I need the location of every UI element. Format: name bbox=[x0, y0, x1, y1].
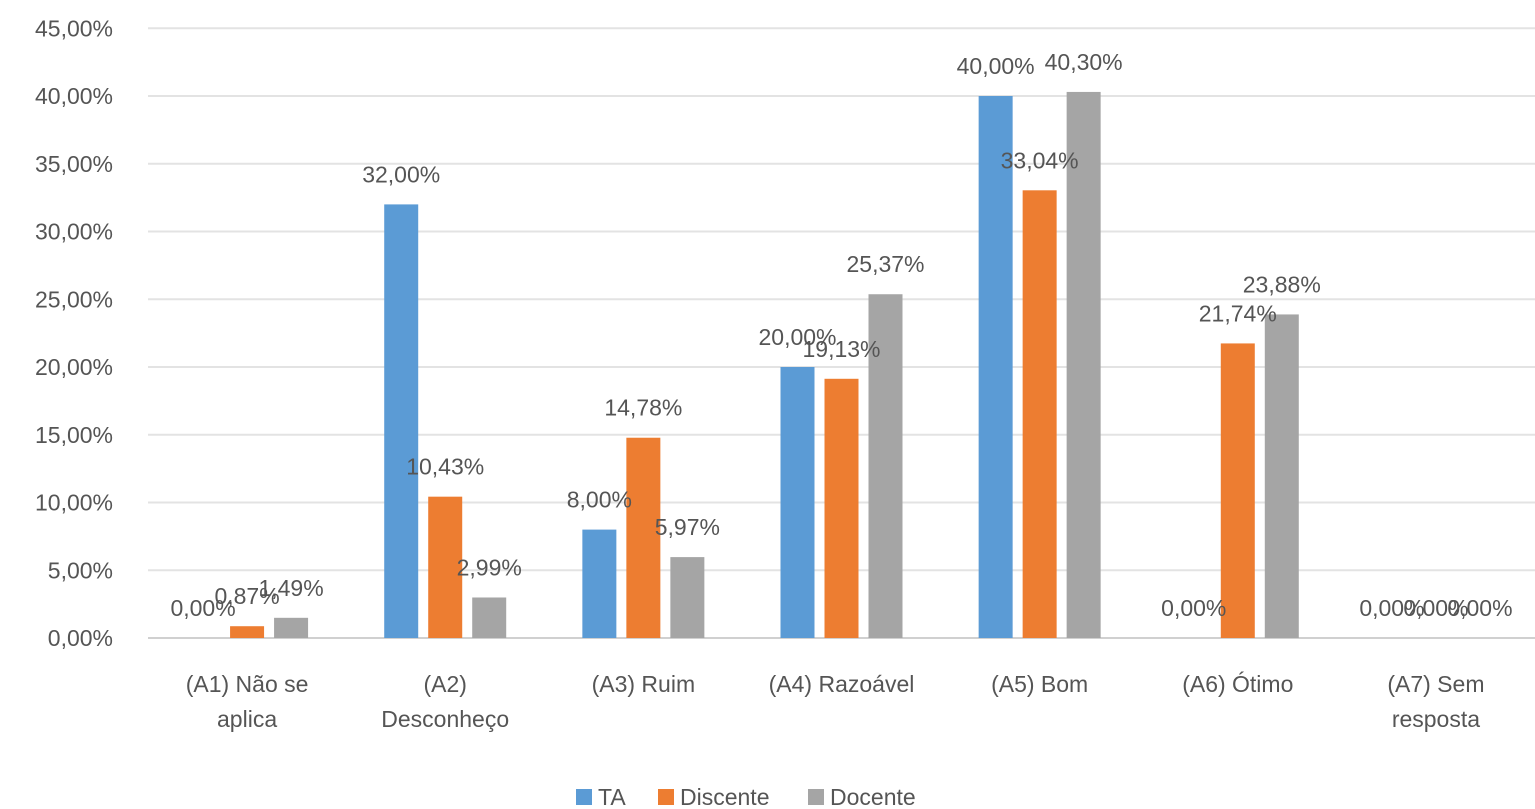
category-label: (A3) Ruim bbox=[592, 671, 696, 697]
data-labels: 0,00%0,87%1,49%32,00%10,43%2,99%8,00%14,… bbox=[170, 49, 1512, 621]
data-label-discente-3: 14,78% bbox=[604, 395, 682, 421]
bar-discente-2 bbox=[428, 496, 463, 638]
data-label-docente-5: 40,30% bbox=[1045, 49, 1123, 75]
bar-discente-3 bbox=[626, 437, 661, 638]
bar-discente-4 bbox=[824, 378, 859, 638]
y-tick-label: 25,00% bbox=[35, 286, 113, 312]
bar-docente-6 bbox=[1264, 314, 1299, 638]
bar-ta-3 bbox=[582, 529, 617, 638]
data-label-docente-3: 5,97% bbox=[655, 514, 720, 540]
y-tick-label: 35,00% bbox=[35, 151, 113, 177]
legend-swatch-docente bbox=[808, 789, 824, 805]
data-label-discente-6: 21,74% bbox=[1199, 300, 1277, 326]
data-label-docente-6: 23,88% bbox=[1243, 271, 1321, 297]
data-label-discente-1: 0,87% bbox=[214, 583, 279, 609]
bar-discente-5 bbox=[1022, 190, 1057, 639]
category-label: (A2) Desconheço bbox=[381, 671, 509, 732]
bar-ta-5 bbox=[978, 96, 1013, 638]
bars bbox=[230, 91, 1299, 639]
legend: TA Discente Docente bbox=[576, 784, 916, 809]
bar-ta-4 bbox=[780, 367, 815, 638]
category-label: (A7) Sem resposta bbox=[1387, 671, 1484, 732]
y-tick-label: 40,00% bbox=[35, 83, 113, 109]
gridlines bbox=[148, 27, 1535, 639]
bar-discente-1 bbox=[230, 626, 265, 638]
legend-label-discente: Discente bbox=[680, 784, 769, 809]
x-axis-categories: (A1) Não se aplica (A2) Desconheço (A3) Ruim… bbox=[186, 671, 1485, 732]
data-label-ta-5: 40,00% bbox=[957, 53, 1035, 79]
data-label-docente-7: 0,00% bbox=[1447, 595, 1512, 621]
data-label-ta-6: 0,00% bbox=[1161, 595, 1226, 621]
legend-label-ta: TA bbox=[598, 784, 626, 809]
bar-ta-2 bbox=[384, 204, 419, 638]
data-label-ta-3: 8,00% bbox=[567, 487, 632, 513]
data-label-ta-2: 32,00% bbox=[362, 161, 440, 187]
data-label-ta-1: 0,00% bbox=[170, 595, 235, 621]
category-label: (A6) Ótimo bbox=[1182, 671, 1293, 697]
y-tick-label: 0,00% bbox=[48, 625, 113, 651]
category-label: (A5) Bom bbox=[991, 671, 1088, 697]
category-label: (A4) Razoável bbox=[769, 671, 915, 697]
data-label-ta-7: 0,00% bbox=[1359, 595, 1424, 621]
category-label: (A1) Não se aplica bbox=[186, 671, 309, 732]
data-label-docente-1: 1,49% bbox=[258, 575, 323, 601]
y-tick-label: 30,00% bbox=[35, 219, 113, 245]
legend-swatch-ta bbox=[576, 789, 592, 805]
bar-docente-1 bbox=[274, 617, 309, 638]
data-label-discente-4: 19,13% bbox=[802, 336, 880, 362]
y-tick-label: 45,00% bbox=[35, 15, 113, 41]
y-tick-label: 5,00% bbox=[48, 557, 113, 583]
y-axis-ticks: 0,00% 5,00% 10,00% 15,00% 20,00% 25,00% 30,00%… bbox=[35, 15, 113, 651]
data-label-discente-2: 10,43% bbox=[406, 454, 484, 480]
bar-docente-3 bbox=[670, 557, 705, 638]
data-label-discente-5: 33,04% bbox=[1001, 147, 1079, 173]
data-label-docente-4: 25,37% bbox=[846, 251, 924, 277]
bar-discente-6 bbox=[1220, 343, 1255, 638]
data-label-docente-2: 2,99% bbox=[457, 554, 522, 580]
bar-docente-5 bbox=[1066, 91, 1101, 638]
legend-label-docente: Docente bbox=[830, 784, 916, 809]
data-label-discente-7: 0,00% bbox=[1403, 595, 1468, 621]
bar-docente-4 bbox=[868, 294, 903, 638]
legend-swatch-discente bbox=[658, 789, 674, 805]
data-label-ta-4: 20,00% bbox=[758, 324, 836, 350]
bar-docente-2 bbox=[472, 597, 507, 638]
y-tick-label: 15,00% bbox=[35, 422, 113, 448]
y-tick-label: 10,00% bbox=[35, 490, 113, 516]
y-tick-label: 20,00% bbox=[35, 354, 113, 380]
